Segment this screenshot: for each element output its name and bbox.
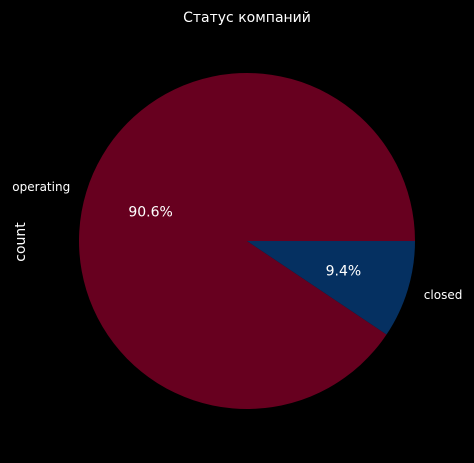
chart-title: Статус компаний <box>183 10 311 26</box>
slice-percent-operating: 90.6% <box>128 205 172 221</box>
slice-label-operating: operating <box>12 180 70 194</box>
pie-slices <box>79 73 415 409</box>
slice-percent-closed: 9.4% <box>326 263 362 279</box>
slice-label-closed: closed <box>424 288 463 302</box>
pie-slice-operating <box>79 73 415 409</box>
y-axis-label: count <box>13 222 29 262</box>
